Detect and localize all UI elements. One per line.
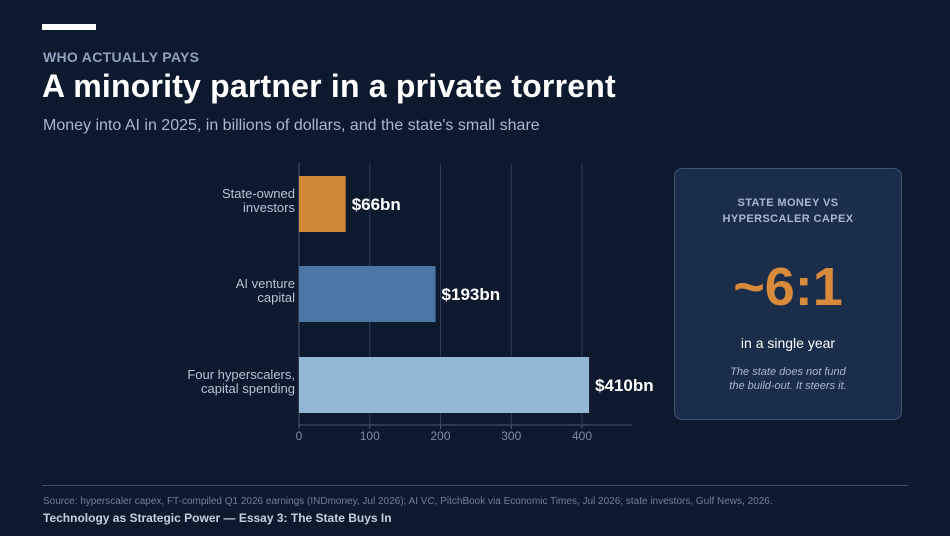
x-tick-label: 400: [572, 429, 592, 443]
ratio-callout: STATE MONEY VS HYPERSCALER CAPEX ~6:1 in…: [674, 168, 902, 420]
page-title: A minority partner in a private torrent: [42, 68, 616, 104]
callout-ratio: ~6:1: [733, 257, 843, 317]
callout-caption: in a single year: [740, 335, 836, 351]
category-label-line: capital spending: [201, 381, 295, 396]
x-tick-label: 200: [430, 429, 450, 443]
bar: [299, 266, 436, 322]
source-note: Source: hyperscaler capex, FT-compiled Q…: [43, 496, 773, 507]
bar: [299, 176, 346, 232]
data-label: $410bn: [595, 376, 654, 395]
category-label-line: investors: [243, 200, 296, 215]
kicker: WHO ACTUALLY PAYS: [43, 49, 200, 65]
series-name: Technology as Strategic Power — Essay 3:…: [43, 511, 392, 525]
x-tick-label: 0: [296, 429, 303, 443]
bar: [299, 357, 590, 413]
data-label: $193bn: [442, 285, 501, 304]
x-tick-label: 100: [360, 429, 380, 443]
category-label-line: Four hyperscalers,: [187, 367, 295, 382]
data-label: $66bn: [352, 195, 401, 214]
bar-chart: 0 100 200 300 400 State-owned investors $66bn AI…: [187, 163, 654, 443]
callout-note: The state does not fund the build-out. I…: [729, 366, 847, 392]
category-label-line: State-owned: [222, 186, 295, 201]
category-label: State-owned investors: [222, 186, 295, 215]
category-label-line: capital: [257, 290, 295, 305]
callout-label: STATE MONEY VS HYPERSCALER CAPEX: [722, 197, 854, 225]
x-tick-label: 300: [501, 429, 521, 443]
category-label: AI venture capital: [236, 276, 295, 305]
footer-divider: [42, 485, 908, 486]
category-label: Four hyperscalers, capital spending: [187, 367, 295, 396]
category-label-line: AI venture: [236, 276, 295, 291]
top-accent-rule: [42, 24, 96, 30]
page-subtitle: Money into AI in 2025, in billions of do…: [43, 117, 540, 134]
